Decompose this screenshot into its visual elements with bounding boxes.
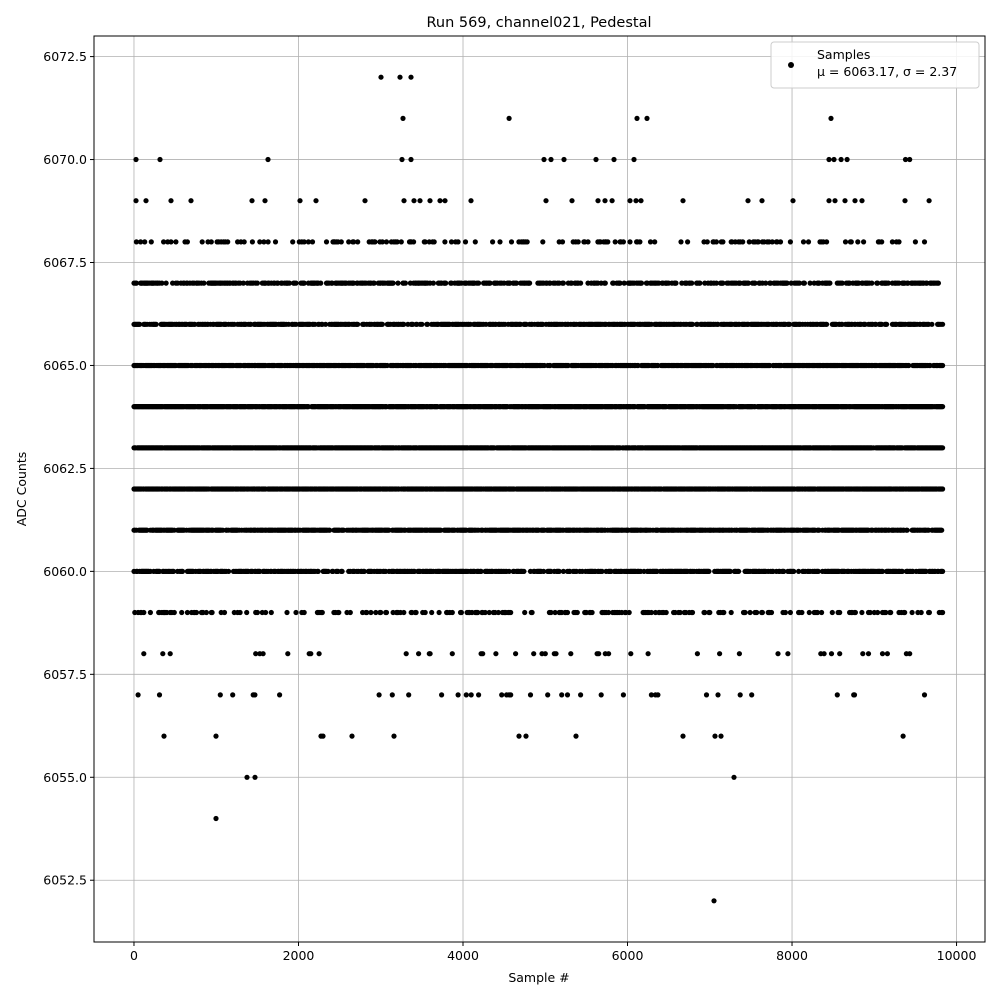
y-tick-label: 6057.5 [43, 667, 87, 682]
chart-title: Run 569, channel021, Pedestal [426, 15, 651, 31]
y-tick-label: 6067.5 [43, 255, 87, 270]
data-point [180, 569, 185, 574]
data-point [940, 445, 945, 450]
x-tick-label: 6000 [612, 948, 644, 963]
data-point [884, 322, 889, 327]
data-point [355, 322, 360, 327]
y-tick-label: 6065.0 [43, 358, 87, 373]
data-point [940, 363, 945, 368]
data-point [940, 322, 945, 327]
data-point [940, 486, 945, 491]
x-tick-label: 10000 [937, 948, 977, 963]
data-point [380, 322, 385, 327]
x-tick-label: 4000 [447, 948, 479, 963]
x-tick-label: 8000 [776, 948, 808, 963]
data-point [419, 322, 424, 327]
data-point [824, 322, 829, 327]
x-tick-label: 0 [130, 948, 138, 963]
data-point [316, 569, 321, 574]
data-point [226, 569, 231, 574]
y-tick-label: 6052.5 [43, 873, 87, 888]
y-tick-label: 6060.0 [43, 564, 87, 579]
y-tick-label: 6062.5 [43, 461, 87, 476]
data-point [340, 569, 345, 574]
x-tick-label: 2000 [283, 948, 315, 963]
data-point [929, 322, 934, 327]
data-point [939, 528, 944, 533]
data-point [905, 528, 910, 533]
y-tick-label: 6055.0 [43, 770, 87, 785]
data-point [154, 322, 159, 327]
y-tick-label: 6072.5 [43, 49, 87, 64]
data-point [940, 404, 945, 409]
y-tick-label: 6070.0 [43, 152, 87, 167]
